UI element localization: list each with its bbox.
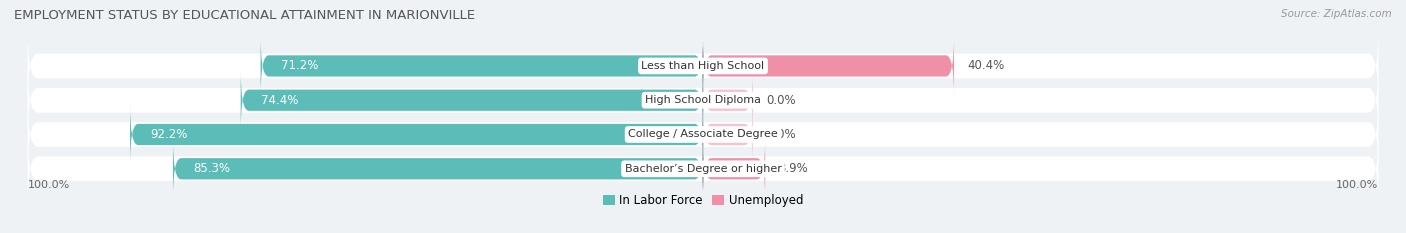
Text: 92.2%: 92.2% [150,128,188,141]
Text: 100.0%: 100.0% [1336,180,1378,190]
FancyBboxPatch shape [131,104,703,165]
FancyBboxPatch shape [703,138,765,199]
FancyBboxPatch shape [28,96,1378,174]
FancyBboxPatch shape [240,70,703,131]
FancyBboxPatch shape [703,104,752,165]
Text: High School Diploma: High School Diploma [645,95,761,105]
Text: 0.0%: 0.0% [766,128,796,141]
FancyBboxPatch shape [28,27,1378,105]
Text: Bachelor’s Degree or higher: Bachelor’s Degree or higher [624,164,782,174]
FancyBboxPatch shape [703,35,955,96]
Text: 100.0%: 100.0% [28,180,70,190]
Text: 0.0%: 0.0% [766,94,796,107]
Text: College / Associate Degree: College / Associate Degree [628,130,778,140]
Text: 3.9%: 3.9% [779,162,808,175]
Text: Source: ZipAtlas.com: Source: ZipAtlas.com [1281,9,1392,19]
Text: 71.2%: 71.2% [281,59,318,72]
Text: 40.4%: 40.4% [967,59,1005,72]
FancyBboxPatch shape [173,138,703,199]
FancyBboxPatch shape [260,35,703,96]
Text: EMPLOYMENT STATUS BY EDUCATIONAL ATTAINMENT IN MARIONVILLE: EMPLOYMENT STATUS BY EDUCATIONAL ATTAINM… [14,9,475,22]
Text: 74.4%: 74.4% [262,94,298,107]
FancyBboxPatch shape [28,61,1378,139]
Text: 85.3%: 85.3% [193,162,231,175]
FancyBboxPatch shape [703,70,752,131]
Text: Less than High School: Less than High School [641,61,765,71]
FancyBboxPatch shape [28,130,1378,208]
Legend: In Labor Force, Unemployed: In Labor Force, Unemployed [598,190,808,212]
